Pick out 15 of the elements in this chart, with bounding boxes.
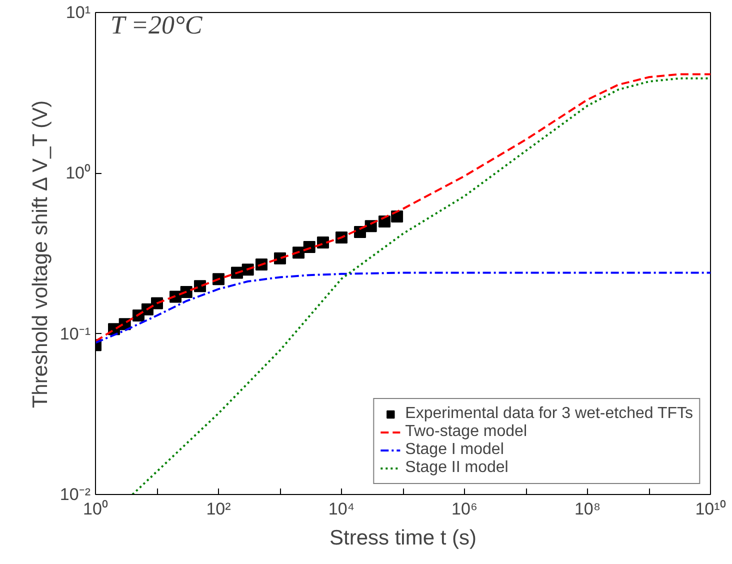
y-axis-title: Threshold voltage shift Δ V_T (V): [28, 100, 52, 408]
x-tick-label: 10⁶: [452, 500, 478, 518]
legend-label: Experimental data for 3 wet-etched TFTs: [405, 405, 693, 423]
x-tick-label: 10¹⁰: [695, 500, 726, 518]
legend-label: Stage II model: [405, 459, 508, 477]
y-tick-label: 10¹: [66, 3, 91, 22]
x-tick-label: 10⁸: [574, 500, 601, 518]
x-tick-label: 10⁴: [328, 500, 355, 518]
y-tick-label: 10⁻¹: [60, 324, 91, 344]
x-axis-title: Stress time t (s): [329, 526, 477, 550]
annotation: T =20°C: [110, 10, 203, 40]
x-tick-label: 10²: [206, 500, 232, 518]
legend-label: Stage I model: [405, 441, 504, 459]
y-tick-label: 10⁰: [66, 164, 91, 183]
legend-label: Two-stage model: [405, 423, 527, 441]
